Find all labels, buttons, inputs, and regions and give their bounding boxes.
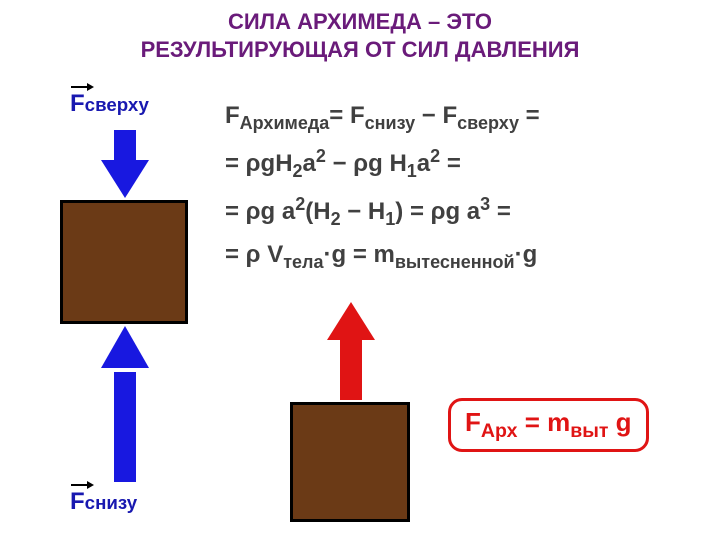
eq-line-2: = ρgH2a2 − ρg H1a2 =: [225, 146, 540, 182]
fbox-g: g: [608, 407, 631, 437]
force-label-top-sub: сверху: [85, 94, 149, 115]
arrow-up-red-shaft: [340, 338, 362, 400]
fbox-eqm: = m: [517, 407, 570, 437]
eq4-vyt: вытесненной: [395, 252, 515, 272]
eq1-F: F: [225, 102, 240, 129]
block-left: [60, 200, 188, 324]
derivation: FАрхимеда= Fснизу − Fсверху = = ρgH2a2 −…: [225, 102, 540, 285]
vector-bar-top: [71, 86, 87, 88]
title-line-1: СИЛА АРХИМЕДА – ЭТО: [0, 8, 720, 36]
eq1-eqF: = F: [329, 102, 364, 129]
eq1-eq: =: [519, 102, 540, 129]
eq4-c: ·g: [515, 241, 538, 268]
eq1-sverhu: сверху: [457, 113, 519, 133]
arrow-up-shaft: [114, 372, 136, 482]
eq1-arch: Архимеда: [240, 113, 330, 133]
block-right: [290, 402, 410, 522]
fbox-vyt: выт: [570, 420, 608, 442]
arrow-up-head: [101, 326, 149, 368]
eq4-tela: тела: [283, 252, 323, 272]
eq-line-1: FАрхимеда= Fснизу − Fсверху =: [225, 102, 540, 134]
arrow-up-red-head: [327, 302, 375, 340]
eq1-minusF: − F: [415, 102, 457, 129]
eq1-snizu: снизу: [365, 113, 415, 133]
title-line-2: РЕЗУЛЬТИРУЮЩАЯ ОТ СИЛ ДАВЛЕНИЯ: [0, 36, 720, 64]
eq-line-4: = ρ Vтела·g = mвытесненной·g: [225, 241, 540, 273]
arrow-down-head: [101, 160, 149, 198]
page-title: СИЛА АРХИМЕДА – ЭТО РЕЗУЛЬТИРУЮЩАЯ ОТ СИ…: [0, 8, 720, 63]
eq4-a: = ρ V: [225, 241, 283, 268]
arrow-down-shaft: [114, 130, 136, 162]
force-label-bottom: Fснизу: [70, 488, 137, 516]
fbox-F: F: [465, 407, 481, 437]
force-label-top-main: F: [70, 90, 85, 118]
vector-bar-bottom: [71, 484, 87, 486]
eq4-b: ·g = m: [324, 241, 395, 268]
force-label-bottom-main: F: [70, 488, 85, 516]
force-label-top: Fсверху: [70, 90, 149, 118]
formula-box: FАрх = mвыт g: [448, 398, 649, 452]
force-label-bottom-sub: снизу: [85, 492, 137, 513]
fbox-arch: Арх: [481, 420, 518, 442]
eq-line-3: = ρg a2(H2 − H1) = ρg a3 =: [225, 194, 540, 230]
